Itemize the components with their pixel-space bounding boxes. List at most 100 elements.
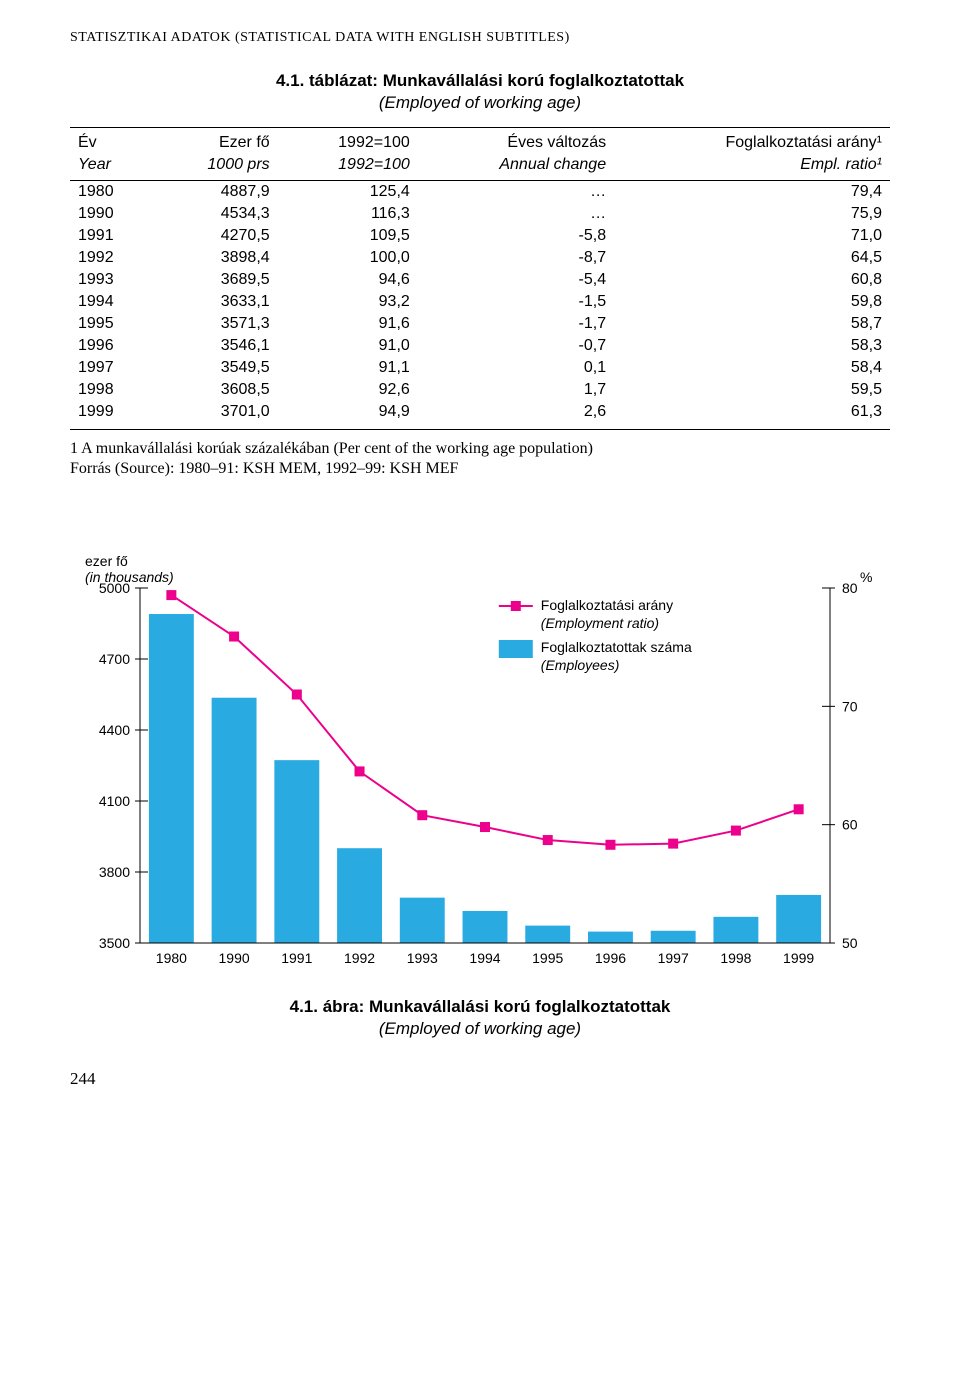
th-year: Year	[70, 154, 153, 181]
table-cell: …	[418, 181, 614, 204]
svg-text:1996: 1996	[595, 950, 626, 966]
table-cell: 1,7	[418, 379, 614, 401]
table-cell: 93,2	[278, 291, 418, 313]
table-cell: 4887,9	[153, 181, 278, 204]
th-evesvalt: Éves változás	[418, 128, 614, 155]
svg-text:1992: 1992	[344, 950, 375, 966]
svg-text:1999: 1999	[783, 950, 814, 966]
table-cell: 60,8	[614, 269, 890, 291]
svg-text:1997: 1997	[658, 950, 689, 966]
table-cell: 58,4	[614, 357, 890, 379]
table-cell: 1994	[70, 291, 153, 313]
table-cell: 91,1	[278, 357, 418, 379]
svg-text:3500: 3500	[99, 935, 130, 951]
svg-text:3800: 3800	[99, 864, 130, 880]
svg-text:1994: 1994	[469, 950, 500, 966]
svg-text:5000: 5000	[99, 580, 130, 596]
table-cell: 3633,1	[153, 291, 278, 313]
table-bottom-rule	[70, 429, 890, 430]
table-cell: 1993	[70, 269, 153, 291]
table-subtitle: (Employed of working age)	[70, 93, 890, 113]
table-cell: 79,4	[614, 181, 890, 204]
table-row: 19963546,191,0-0,758,3	[70, 335, 890, 357]
table-cell: 64,5	[614, 247, 890, 269]
table-cell: -5,8	[418, 225, 614, 247]
table-cell: -8,7	[418, 247, 614, 269]
svg-text:4700: 4700	[99, 651, 130, 667]
table-cell: 109,5	[278, 225, 418, 247]
svg-text:1990: 1990	[219, 950, 250, 966]
table-cell: 58,3	[614, 335, 890, 357]
table-cell: 1991	[70, 225, 153, 247]
table-body: 19804887,9125,4…79,419904534,3116,3…75,9…	[70, 181, 890, 424]
svg-text:%: %	[860, 569, 872, 585]
table-cell: 3571,3	[153, 313, 278, 335]
svg-text:4100: 4100	[99, 793, 130, 809]
page-number: 244	[70, 1069, 890, 1089]
source-line: Forrás (Source): 1980–91: KSH MEM, 1992–…	[70, 460, 890, 478]
table-cell: 1980	[70, 181, 153, 204]
svg-text:80: 80	[842, 580, 858, 596]
table-header-row-en: Year 1000 prs 1992=100 Annual change Emp…	[70, 154, 890, 181]
table-cell: 59,5	[614, 379, 890, 401]
table-row: 19983608,592,61,759,5	[70, 379, 890, 401]
th-ezerfo: Ezer fő	[153, 128, 278, 155]
page-header: STATISZTIKAI ADATOK (STATISTICAL DATA WI…	[70, 30, 890, 46]
svg-text:60: 60	[842, 817, 858, 833]
table-row: 19943633,193,2-1,559,8	[70, 291, 890, 313]
table-cell: 3608,5	[153, 379, 278, 401]
table-cell: 1990	[70, 203, 153, 225]
table-cell: 100,0	[278, 247, 418, 269]
table-cell: 4270,5	[153, 225, 278, 247]
table-cell: …	[418, 203, 614, 225]
table-cell: 75,9	[614, 203, 890, 225]
svg-text:1993: 1993	[407, 950, 438, 966]
table-cell: 4534,3	[153, 203, 278, 225]
data-table: Év Ezer fő 1992=100 Éves változás Foglal…	[70, 127, 890, 423]
table-cell: 91,0	[278, 335, 418, 357]
table-cell: 61,3	[614, 401, 890, 423]
table-title: 4.1. táblázat: Munkavállalási korú fogla…	[70, 71, 890, 91]
footnote: 1 A munkavállalási korúak százalékában (…	[70, 440, 890, 458]
table-cell: 1999	[70, 401, 153, 423]
table-row: 19914270,5109,5-5,871,0	[70, 225, 890, 247]
table-cell: 91,6	[278, 313, 418, 335]
table-cell: 116,3	[278, 203, 418, 225]
th-annual: Annual change	[418, 154, 614, 181]
svg-text:ezer fő: ezer fő	[85, 553, 128, 569]
table-row: 19953571,391,6-1,758,7	[70, 313, 890, 335]
table-cell: 71,0	[614, 225, 890, 247]
table-cell: -5,4	[418, 269, 614, 291]
table-cell: 3701,0	[153, 401, 278, 423]
table-cell: -0,7	[418, 335, 614, 357]
table-cell: 94,6	[278, 269, 418, 291]
chart-svg: ezer fő(in thousands)%350038004100440047…	[70, 548, 890, 978]
table-row: 19973549,591,10,158,4	[70, 357, 890, 379]
table-header-row-hu: Év Ezer fő 1992=100 Éves változás Foglal…	[70, 128, 890, 155]
table-cell: -1,5	[418, 291, 614, 313]
svg-text:4400: 4400	[99, 722, 130, 738]
table-cell: 2,6	[418, 401, 614, 423]
svg-text:Foglalkoztatási arány: Foglalkoztatási arány	[541, 597, 673, 613]
table-row: 19804887,9125,4…79,4	[70, 181, 890, 204]
table-cell: 3689,5	[153, 269, 278, 291]
table-cell: 3549,5	[153, 357, 278, 379]
svg-text:1991: 1991	[281, 950, 312, 966]
chart-subtitle: (Employed of working age)	[70, 1019, 890, 1039]
th-fogl: Foglalkoztatási arány¹	[614, 128, 890, 155]
svg-text:(Employment ratio): (Employment ratio)	[541, 615, 659, 631]
table-cell: 94,9	[278, 401, 418, 423]
table-cell: 92,6	[278, 379, 418, 401]
th-1000prs: 1000 prs	[153, 154, 278, 181]
th-1992en: 1992=100	[278, 154, 418, 181]
table-cell: 0,1	[418, 357, 614, 379]
table-cell: 1997	[70, 357, 153, 379]
svg-text:1980: 1980	[156, 950, 187, 966]
th-ev: Év	[70, 128, 153, 155]
table-row: 19993701,094,92,661,3	[70, 401, 890, 423]
svg-text:50: 50	[842, 935, 858, 951]
chart-container: ezer fő(in thousands)%350038004100440047…	[70, 548, 890, 1039]
table-cell: 1992	[70, 247, 153, 269]
svg-text:1995: 1995	[532, 950, 563, 966]
svg-text:Foglalkoztatottak száma: Foglalkoztatottak száma	[541, 639, 692, 655]
